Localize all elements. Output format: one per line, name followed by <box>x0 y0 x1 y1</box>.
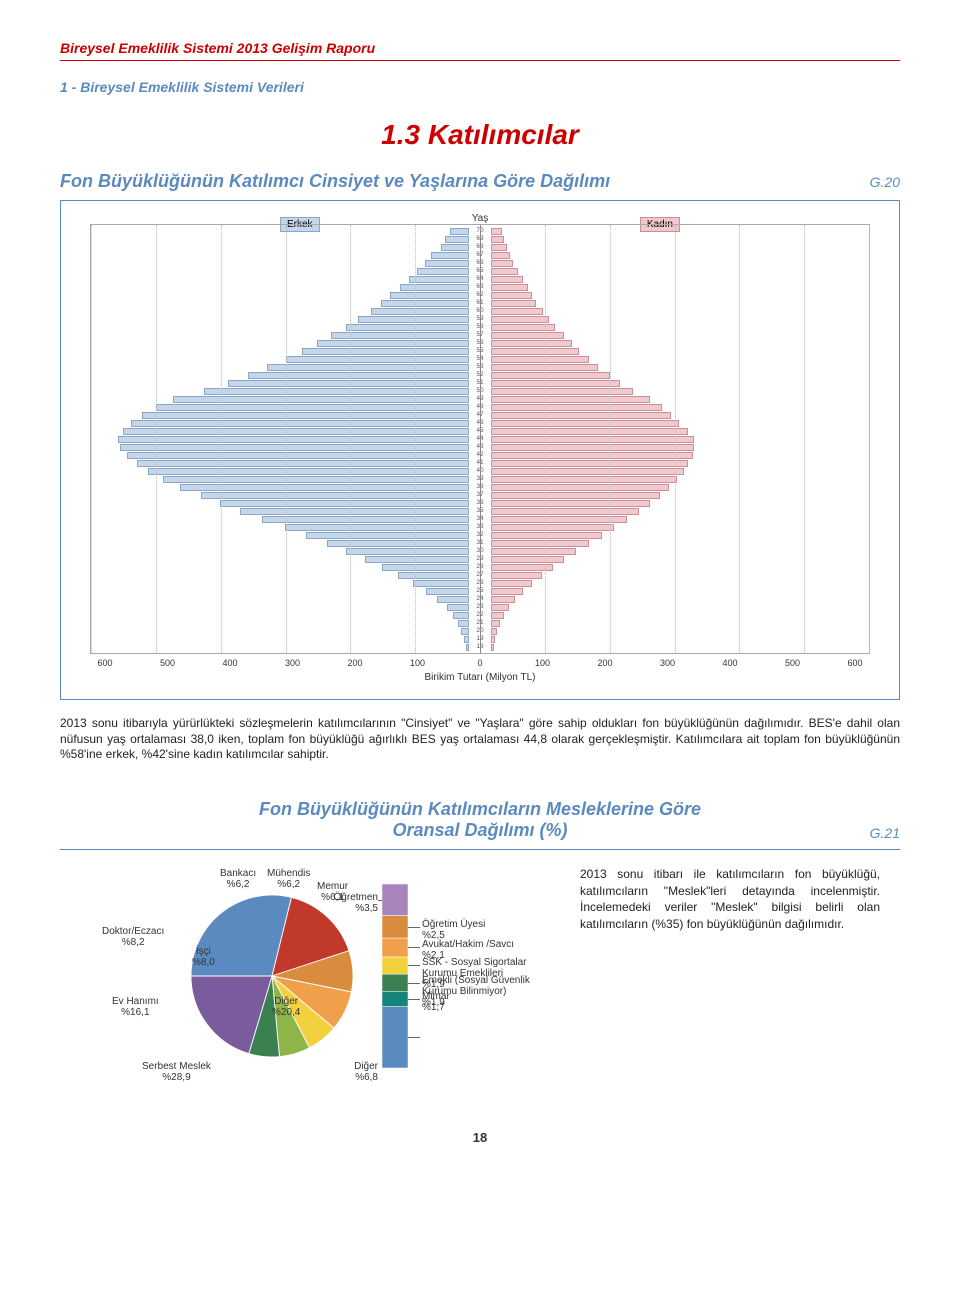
bar-slice-label: Öğretim Üyesi%2,5 <box>422 919 542 941</box>
page: Bireysel Emeklilik Sistemi 2013 Gelişim … <box>0 0 960 1165</box>
page-number: 18 <box>60 1130 900 1145</box>
pyramid-row: 62 <box>91 291 869 299</box>
pie-slice-label: Mühendis%6,2 <box>267 868 310 890</box>
pyramid-row: 21 <box>91 619 869 627</box>
pyramid-row: 43 <box>91 443 869 451</box>
pyramid-row: 45 <box>91 427 869 435</box>
pyramid-row: 42 <box>91 451 869 459</box>
pie-title-line1: Fon Büyüklüğünün Katılımcıların Meslekle… <box>259 799 701 820</box>
pyramid-row: 18 <box>91 643 869 651</box>
pyramid-row: 32 <box>91 531 869 539</box>
bar-slice-label: Mimar%1,7 <box>422 991 542 1013</box>
pyramid-row: 61 <box>91 299 869 307</box>
pyramid-row: 25 <box>91 587 869 595</box>
pyramid-row: 52 <box>91 371 869 379</box>
pyramid-row: 58 <box>91 323 869 331</box>
pie-title-line2: Oransal Dağılımı (%) <box>392 820 567 841</box>
pyramid-row: 35 <box>91 507 869 515</box>
pyramid-rows: 7069686766656463626160595857565554535251… <box>90 224 870 654</box>
pyramid-xlabel: Birikim Tutarı (Milyon TL) <box>90 672 870 683</box>
pyramid-xaxis: 6005004003002001000100200300400500600 <box>90 658 870 668</box>
pyramid-row: 39 <box>91 475 869 483</box>
pyramid-row: 29 <box>91 555 869 563</box>
pyramid-title: Fon Büyüklüğünün Katılımcı Cinsiyet ve Y… <box>60 171 610 192</box>
pie-slice-label: İşçi%8,0 <box>192 946 215 968</box>
bar-slice-label: Diğer%6,8 <box>332 1061 378 1083</box>
pyramid-row: 48 <box>91 403 869 411</box>
pyramid-row: 27 <box>91 571 869 579</box>
pyramid-row: 33 <box>91 523 869 531</box>
pie-slice-label: Doktor/Eczacı%8,2 <box>102 926 164 948</box>
pyramid-row: 46 <box>91 419 869 427</box>
pyramid-title-row: Fon Büyüklüğünün Katılımcı Cinsiyet ve Y… <box>60 171 900 192</box>
pyramid-chart-box: Yaş Erkek Kadın 706968676665646362616059… <box>60 200 900 700</box>
pyramid-row: 50 <box>91 387 869 395</box>
pyramid-row: 66 <box>91 259 869 267</box>
pyramid-row: 38 <box>91 483 869 491</box>
pyramid-row: 70 <box>91 227 869 235</box>
section-title: 1 - Bireysel Emeklilik Sistemi Verileri <box>60 79 900 95</box>
pyramid-row: 37 <box>91 491 869 499</box>
pyramid-row: 53 <box>91 363 869 371</box>
pyramid-row: 23 <box>91 603 869 611</box>
report-title: Bireysel Emeklilik Sistemi 2013 Gelişim … <box>60 40 900 56</box>
pyramid-row: 59 <box>91 315 869 323</box>
pyramid-ref: G.20 <box>870 174 900 190</box>
chapter-title: 1.3 Katılımcılar <box>60 119 900 151</box>
pyramid-row: 54 <box>91 355 869 363</box>
bar-slice-label: Öğretmen%3,5 <box>322 892 378 914</box>
pyramid-row: 63 <box>91 283 869 291</box>
pyramid-row: 49 <box>91 395 869 403</box>
pyramid-row: 65 <box>91 267 869 275</box>
pyramid-row: 26 <box>91 579 869 587</box>
pie-slice-label: Ev Hanımı%16,1 <box>112 996 159 1018</box>
pyramid-row: 28 <box>91 563 869 571</box>
pie-ref: G.21 <box>870 825 900 841</box>
pyramid-row: 64 <box>91 275 869 283</box>
pie-bar-stack <box>382 884 408 1068</box>
pie-chart: Serbest Meslek%28,9 Ev Hanımı%16,1 Doktor/… <box>72 866 552 1086</box>
pie-side-text: 2013 sonu itibarı ile katılımcıların fon… <box>580 866 880 933</box>
pyramid-row: 19 <box>91 635 869 643</box>
pyramid-row: 36 <box>91 499 869 507</box>
pyramid-chart: Yaş Erkek Kadın 706968676665646362616059… <box>90 213 870 683</box>
pie-slice-label: Bankacı%6,2 <box>220 868 256 890</box>
pyramid-row: 41 <box>91 459 869 467</box>
pie-chart-box: Serbest Meslek%28,9 Ev Hanımı%16,1 Doktor/… <box>60 849 900 1106</box>
pyramid-row: 60 <box>91 307 869 315</box>
pie-slice-label: Diğer%20,4 <box>272 996 300 1018</box>
pyramid-row: 34 <box>91 515 869 523</box>
pyramid-row: 24 <box>91 595 869 603</box>
pyramid-row: 30 <box>91 547 869 555</box>
pyramid-row: 57 <box>91 331 869 339</box>
pyramid-row: 44 <box>91 435 869 443</box>
pyramid-yas-label: Yaş <box>90 213 870 224</box>
header-underline <box>60 60 900 61</box>
pyramid-row: 20 <box>91 627 869 635</box>
pyramid-row: 68 <box>91 243 869 251</box>
pyramid-row: 67 <box>91 251 869 259</box>
pie-slice-label: Serbest Meslek%28,9 <box>142 1061 211 1083</box>
pyramid-row: 51 <box>91 379 869 387</box>
pyramid-row: 31 <box>91 539 869 547</box>
pyramid-row: 55 <box>91 347 869 355</box>
pyramid-row: 56 <box>91 339 869 347</box>
pyramid-body-text: 2013 sonu itibarıyla yürürlükteki sözleş… <box>60 716 900 763</box>
pyramid-row: 22 <box>91 611 869 619</box>
pyramid-row: 40 <box>91 467 869 475</box>
pyramid-row: 69 <box>91 235 869 243</box>
pie-title-row: Fon Büyüklüğünün Katılımcıların Meslekle… <box>60 799 900 841</box>
pyramid-row: 47 <box>91 411 869 419</box>
